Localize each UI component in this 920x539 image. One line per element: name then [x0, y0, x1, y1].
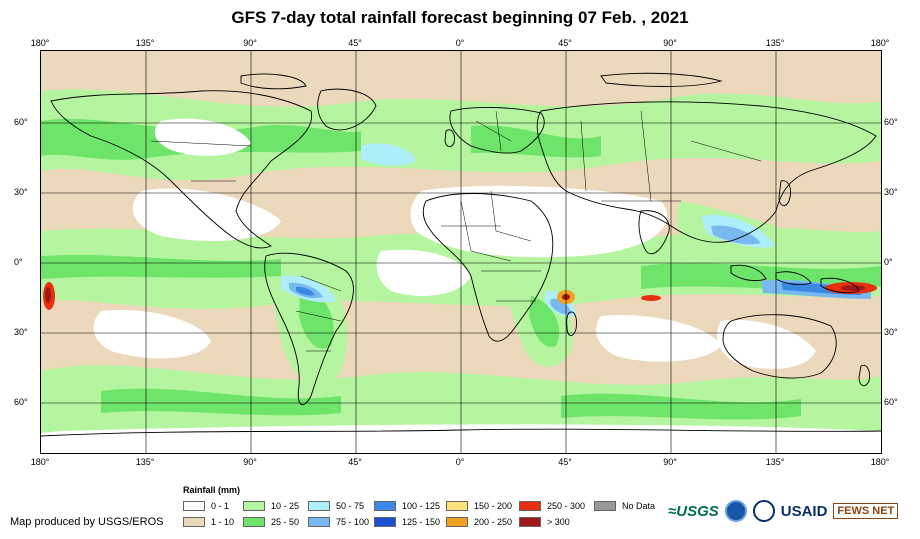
lat-tick: 30°: [14, 327, 28, 337]
lon-tick: 0°: [455, 38, 465, 48]
lon-tick: 180°: [870, 38, 890, 48]
legend-item: > 300: [519, 516, 570, 528]
lat-tick: 30°: [884, 327, 898, 337]
lon-tick: 135°: [765, 38, 785, 48]
legend-swatch: [183, 517, 205, 527]
lat-tick: 60°: [884, 397, 898, 407]
legend-item: 125 - 150: [374, 516, 440, 528]
legend-item: 150 - 200: [446, 500, 512, 512]
legend-item: 200 - 250: [446, 516, 512, 528]
legend-swatch: [374, 517, 396, 527]
lon-tick: 135°: [135, 38, 155, 48]
legend-label: 50 - 75: [336, 501, 365, 511]
legend-swatch: [594, 501, 616, 511]
legend-label: 0 - 1: [211, 501, 230, 511]
noaa-seal-icon: [724, 500, 747, 522]
lat-tick: 0°: [14, 257, 23, 267]
lat-tick: 30°: [14, 187, 28, 197]
usaid-logo: USAID: [780, 502, 828, 520]
legend-swatch: [374, 501, 396, 511]
legend-label: 250 - 300: [547, 501, 586, 511]
graticule: [41, 51, 881, 453]
legend-swatch: [243, 517, 265, 527]
lon-tick: 45°: [348, 38, 362, 48]
rainfall-map[interactable]: [40, 50, 882, 454]
country-borders: [150, 110, 762, 352]
legend-title: Rainfall (mm): [183, 485, 241, 495]
legend-item: 50 - 75: [308, 500, 364, 512]
map-title: GFS 7-day total rainfall forecast beginn…: [231, 8, 689, 27]
lon-tick: 45°: [558, 38, 572, 48]
map-credit: Map produced by USGS/EROS: [10, 516, 164, 528]
legend-label: 125 - 150: [402, 517, 441, 527]
legend-item: 10 - 25: [243, 500, 299, 512]
lon-tick: 135°: [135, 457, 155, 467]
lat-tick: 60°: [14, 397, 28, 407]
legend-label: 25 - 50: [271, 517, 300, 527]
lon-tick: 0°: [455, 457, 465, 467]
legend-label: 75 - 100: [336, 517, 370, 527]
legend-swatch: [446, 501, 468, 511]
rain-25-50-layer: [41, 118, 881, 420]
legend-label: 1 - 10: [211, 517, 235, 527]
lat-tick: 0°: [884, 257, 893, 267]
legend-item: 100 - 125: [374, 500, 440, 512]
legend-item: 1 - 10: [183, 516, 234, 528]
legend-label: 200 - 250: [474, 517, 513, 527]
rainfall-map-canvas: [41, 51, 881, 453]
usgs-logo: ≈USGS: [668, 502, 719, 520]
legend-swatch: [519, 501, 541, 511]
legend-swatch: [519, 517, 541, 527]
legend-item: 25 - 50: [243, 516, 299, 528]
lat-tick: 60°: [14, 117, 28, 127]
legend-swatch: [308, 501, 330, 511]
fews-net-logo: FEWS NET: [833, 503, 899, 519]
lon-tick: 180°: [30, 457, 50, 467]
legend-item: 75 - 100: [308, 516, 369, 528]
usaid-seal-icon: [752, 500, 775, 522]
lon-tick: 180°: [870, 457, 890, 467]
lon-tick: 90°: [243, 38, 257, 48]
lon-tick: 135°: [765, 457, 785, 467]
lon-tick: 45°: [558, 457, 572, 467]
legend-swatch: [446, 517, 468, 527]
legend-item: 250 - 300: [519, 500, 585, 512]
legend-swatch: [308, 517, 330, 527]
legend-label: > 300: [547, 517, 570, 527]
lat-tick: 60°: [884, 117, 898, 127]
legend-label: 150 - 200: [474, 501, 513, 511]
legend-label: 100 - 125: [402, 501, 441, 511]
lon-tick: 90°: [663, 38, 677, 48]
lon-tick: 90°: [663, 457, 677, 467]
legend-label: 10 - 25: [271, 501, 300, 511]
legend-swatch: [183, 501, 205, 511]
legend-label: No Data: [622, 501, 656, 511]
lat-tick: 30°: [884, 187, 898, 197]
legend-swatch: [243, 501, 265, 511]
agency-logos: ≈USGS USAID FEWS NET: [668, 500, 899, 522]
lon-tick: 180°: [30, 38, 50, 48]
legend-item: No Data: [594, 500, 655, 512]
legend-item: 0 - 1: [183, 500, 229, 512]
coastlines: [41, 72, 881, 437]
lon-tick: 90°: [243, 457, 257, 467]
lon-tick: 45°: [348, 457, 362, 467]
